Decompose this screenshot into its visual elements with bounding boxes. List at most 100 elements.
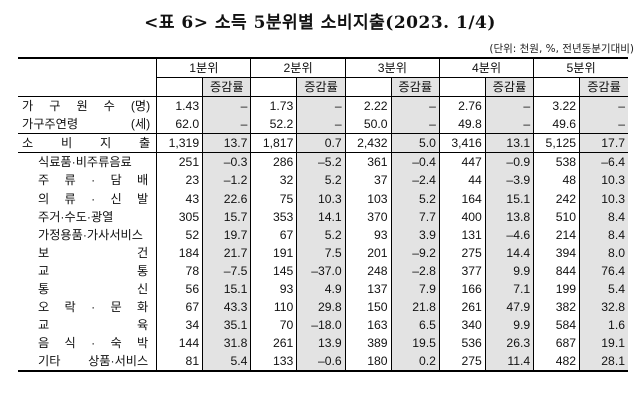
rate-cell: 5.2 [296, 171, 346, 190]
rate-cell: 19.7 [202, 225, 251, 244]
rate-cell: 29.8 [296, 298, 346, 317]
rate-cell: 32.8 [579, 298, 628, 317]
rate-cell: –4.6 [484, 225, 534, 244]
value-cell: 62.0 [156, 115, 203, 134]
rate-cell: 5.0 [390, 133, 440, 154]
rate-cell: 43.3 [202, 298, 251, 317]
rate-cell: 76.4 [579, 261, 628, 280]
rate-cell: 0.7 [296, 133, 346, 154]
rate-cell: 9.9 [484, 316, 534, 335]
value-cell: 144 [156, 334, 203, 353]
rate-header: 증감률 [484, 77, 534, 97]
table-row: 오 락 · 문 화 67 43.3 110 29.8 150 21.8 261 47.9 382 3… [18, 298, 628, 317]
rate-cell: 14.4 [484, 243, 534, 262]
rate-cell: – [579, 96, 628, 116]
rate-cell: 0.2 [390, 352, 440, 373]
rate-cell: –2.8 [390, 261, 440, 280]
value-cell: 3.22 [533, 96, 580, 116]
table-row: 가정용품·가사서비스 52 19.7 67 5.2 93 3.9 131 –4.6 214 8.4 [18, 225, 628, 244]
rate-cell: 15.7 [202, 207, 251, 226]
value-cell: 275 [438, 243, 486, 262]
value-cell: 2.22 [344, 96, 392, 116]
rate-cell: 11.4 [484, 352, 534, 373]
value-cell: 1.43 [156, 96, 203, 116]
value-cell: 510 [533, 207, 580, 226]
row-label: 가구주연령 (세) [22, 117, 151, 132]
value-cell: 50.0 [344, 115, 392, 134]
rate-cell: 8.0 [579, 243, 628, 262]
rate-cell: – [296, 115, 346, 134]
rate-cell: –7.5 [202, 261, 251, 280]
rate-cell: – [484, 115, 534, 134]
rate-cell: –18.0 [296, 316, 346, 335]
table-row: 교 통 78 –7.5 145 –37.0 248 –2.8 377 9.9 844 76.4 [18, 261, 628, 280]
rate-cell: 13.9 [296, 334, 346, 353]
rate-cell: –1.2 [202, 171, 251, 190]
rate-cell: 13.1 [484, 133, 534, 154]
value-cell: 48 [533, 171, 580, 190]
value-cell: 191 [250, 243, 297, 262]
row-label: 보 건 [38, 245, 149, 260]
rate-header: 증감률 [202, 77, 251, 97]
table-row: 기타 상품·서비스 81 5.4 133 –0.6 180 0.2 275 11.4 482 28.… [18, 352, 628, 373]
value-cell: 2,432 [344, 133, 392, 154]
value-cell: 137 [344, 279, 392, 299]
rate-cell: 28.1 [579, 352, 628, 373]
rate-cell: 26.3 [484, 334, 534, 353]
rate-cell: – [296, 96, 346, 116]
value-cell: 103 [344, 189, 392, 208]
rate-cell: –6.4 [579, 152, 628, 172]
rate-cell: –2.4 [390, 171, 440, 190]
row-label: 의 류 · 신 발 [38, 191, 149, 206]
rate-cell: 21.7 [202, 243, 251, 262]
quintile-header: 5분위 [533, 57, 628, 78]
value-cell: 201 [344, 243, 392, 262]
rate-cell: –9.2 [390, 243, 440, 262]
rate-cell: 10.3 [296, 189, 346, 208]
rate-cell: – [579, 115, 628, 134]
rate-cell: – [484, 96, 534, 116]
value-header-blank [344, 77, 392, 97]
rate-cell: – [390, 96, 440, 116]
rate-cell: –0.4 [390, 152, 440, 172]
table-row: 보 건 184 21.7 191 7.5 201 –9.2 275 14.4 394 8.0 [18, 243, 628, 262]
rate-cell: 7.9 [390, 279, 440, 299]
value-cell: 340 [438, 316, 486, 335]
rate-cell: –5.2 [296, 152, 346, 172]
rate-cell: 5.4 [202, 352, 251, 373]
header-corner [18, 57, 157, 97]
value-cell: 687 [533, 334, 580, 353]
row-label: 교 육 [38, 318, 149, 333]
rate-cell: –0.6 [296, 352, 346, 373]
rate-cell: 19.1 [579, 334, 628, 353]
table-title: <표 6> 소득 5분위별 소비지출(2023. 1/4) [144, 13, 496, 33]
value-cell: 67 [156, 298, 203, 317]
value-cell: 43 [156, 189, 203, 208]
value-cell: 70 [250, 316, 297, 335]
value-cell: 251 [156, 152, 203, 172]
rate-cell: 35.1 [202, 316, 251, 335]
value-cell: 34 [156, 316, 203, 335]
rate-cell: 13.7 [202, 133, 251, 154]
rate-cell: – [202, 96, 251, 116]
row-label: 식료품·비주류음료 [38, 155, 132, 170]
value-header-blank [250, 77, 297, 97]
value-cell: 1,319 [156, 133, 203, 154]
rate-cell: 9.9 [484, 261, 534, 280]
value-cell: 32 [250, 171, 297, 190]
total-row: 소 비 지 출 1,319 13.7 1,817 0.7 2,432 5.0 3,416 13.… [18, 133, 628, 154]
rate-cell: 15.1 [202, 279, 251, 299]
rate-header: 증감률 [296, 77, 346, 97]
value-cell: 78 [156, 261, 203, 280]
value-cell: 164 [438, 189, 486, 208]
rate-cell: 17.7 [579, 133, 628, 154]
value-cell: 214 [533, 225, 580, 244]
row-label: 통 신 [38, 281, 149, 296]
rate-cell: 5.2 [390, 189, 440, 208]
value-header-blank [438, 77, 486, 97]
table-row: 가구주연령 (세) 62.0–52.2–50.0–49.8–49.6– [18, 115, 628, 134]
table-body: 가 구 원 수 (명) 1.43–1.73–2.22–2.76–3.22– 가구주연… [18, 96, 628, 373]
rate-cell: –37.0 [296, 261, 346, 280]
value-cell: 166 [438, 279, 486, 299]
rate-cell: 7.1 [484, 279, 534, 299]
